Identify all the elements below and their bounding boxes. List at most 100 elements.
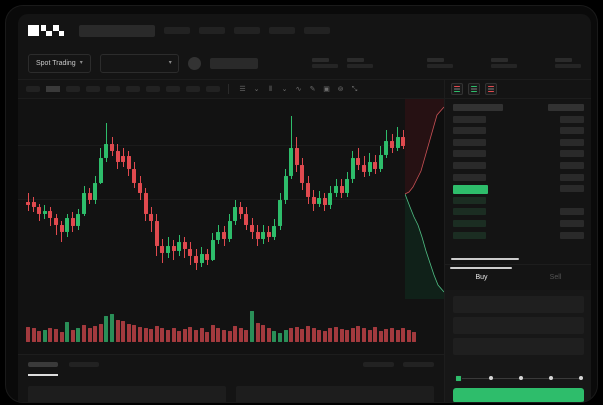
order-book-row[interactable] bbox=[560, 220, 584, 227]
order-book-row[interactable] bbox=[560, 231, 584, 239]
nav-item-derivatives[interactable] bbox=[234, 27, 260, 34]
orders-card-2 bbox=[236, 386, 434, 402]
order-book-rows[interactable] bbox=[445, 99, 591, 264]
order-book-row[interactable] bbox=[453, 208, 486, 216]
submit-order-button[interactable] bbox=[453, 388, 584, 402]
order-book-row[interactable] bbox=[453, 220, 486, 227]
slider-handle[interactable] bbox=[455, 374, 462, 382]
order-book-row[interactable] bbox=[548, 104, 584, 111]
order-book-row[interactable] bbox=[560, 162, 584, 169]
candle bbox=[401, 99, 406, 294]
timeframe-option-9[interactable] bbox=[186, 86, 200, 92]
order-type-field[interactable] bbox=[453, 296, 584, 313]
order-book-row[interactable] bbox=[453, 196, 486, 204]
candle bbox=[70, 99, 75, 294]
order-book-row[interactable] bbox=[453, 150, 486, 158]
order-book-row[interactable] bbox=[560, 150, 584, 158]
order-book-row[interactable] bbox=[560, 173, 584, 181]
order-book-row[interactable] bbox=[453, 127, 486, 135]
volume-bar bbox=[311, 327, 316, 342]
search-input[interactable] bbox=[79, 24, 155, 37]
volume-bar bbox=[322, 331, 327, 342]
order-book-row[interactable] bbox=[560, 138, 584, 146]
order-book-best-price-row[interactable] bbox=[453, 185, 488, 195]
order-book-row[interactable] bbox=[453, 173, 486, 181]
trading-mode-dropdown[interactable]: Spot Trading ▾ bbox=[28, 53, 91, 73]
pair-select-dropdown[interactable]: ▾ bbox=[99, 53, 179, 73]
nav-item-markets[interactable] bbox=[164, 27, 190, 34]
timeframe-option-2[interactable] bbox=[46, 86, 60, 92]
fullscreen-icon[interactable]: ⤡ bbox=[351, 85, 358, 93]
order-book-row[interactable] bbox=[560, 127, 584, 135]
chart-tool-list: ☰ ⌄ ⦀ ⌄ ∿ ✎ ▣ ⊚ ⤡ bbox=[237, 84, 360, 95]
amount-slider[interactable] bbox=[455, 373, 583, 383]
order-book-row[interactable] bbox=[560, 208, 584, 216]
settings-chevron-icon[interactable]: ⌄ bbox=[281, 85, 288, 93]
timeframe-option-7[interactable] bbox=[146, 86, 160, 92]
indicators-icon[interactable]: ☰ bbox=[239, 85, 246, 93]
chevron-down-icon: ▾ bbox=[79, 60, 83, 66]
volume-bar bbox=[373, 326, 378, 342]
order-book-row[interactable] bbox=[453, 231, 486, 239]
candle bbox=[266, 99, 271, 294]
timeframe-option-5[interactable] bbox=[106, 86, 120, 92]
orders-action-1[interactable] bbox=[363, 362, 394, 367]
candle bbox=[367, 99, 372, 294]
orderbook-mode-both-icon[interactable] bbox=[451, 83, 463, 95]
timeframe-option-1[interactable] bbox=[26, 86, 40, 92]
okx-logo-icon[interactable] bbox=[28, 25, 64, 36]
market-stat-3 bbox=[427, 57, 453, 69]
order-book-row[interactable] bbox=[453, 138, 486, 146]
order-book-row[interactable] bbox=[560, 115, 584, 123]
magnet-icon[interactable]: ⊚ bbox=[337, 85, 344, 93]
candle bbox=[289, 99, 294, 294]
tab-buy[interactable]: Buy bbox=[475, 274, 488, 281]
orderbook-mode-bids-icon[interactable] bbox=[468, 83, 480, 95]
compare-icon[interactable]: ⦀ bbox=[268, 85, 273, 93]
slider-step-50[interactable] bbox=[519, 376, 523, 380]
candle bbox=[250, 99, 254, 294]
volume-bar bbox=[138, 326, 142, 342]
order-book-scrollbar[interactable] bbox=[451, 258, 519, 260]
slider-step-100[interactable] bbox=[579, 376, 583, 380]
amount-field[interactable] bbox=[453, 338, 584, 355]
volume-bar bbox=[93, 326, 98, 342]
line-tool-icon[interactable]: ∿ bbox=[295, 85, 302, 93]
timeframe-option-3[interactable] bbox=[66, 86, 80, 92]
orderbook-mode-asks-icon[interactable] bbox=[485, 83, 497, 95]
timeframe-option-4[interactable] bbox=[86, 86, 100, 92]
price-chart[interactable] bbox=[18, 99, 444, 354]
volume-bar bbox=[384, 329, 389, 342]
order-book-row[interactable] bbox=[453, 104, 503, 111]
candle bbox=[177, 99, 182, 294]
orders-action-2[interactable] bbox=[403, 362, 434, 367]
nav-item-earn[interactable] bbox=[269, 27, 295, 34]
timeframe-option-10[interactable] bbox=[206, 86, 220, 92]
volume-bar bbox=[132, 325, 137, 342]
pencil-icon[interactable]: ✎ bbox=[309, 85, 316, 93]
slider-step-25[interactable] bbox=[489, 376, 493, 380]
volume-bar bbox=[278, 332, 282, 342]
order-book-row[interactable] bbox=[560, 185, 584, 193]
candle bbox=[356, 99, 361, 294]
order-book-row[interactable] bbox=[453, 162, 486, 169]
volume-bar bbox=[334, 326, 338, 342]
camera-icon[interactable]: ▣ bbox=[323, 85, 330, 93]
orders-tab-open[interactable] bbox=[28, 362, 58, 367]
timeframe-option-6[interactable] bbox=[126, 86, 140, 92]
volume-bar bbox=[328, 328, 333, 342]
chart-type-chevron-icon[interactable]: ⌄ bbox=[253, 85, 260, 93]
nav-item-more[interactable] bbox=[304, 27, 330, 34]
volume-bar bbox=[222, 329, 226, 342]
slider-step-75[interactable] bbox=[549, 376, 553, 380]
candle bbox=[115, 99, 120, 294]
tab-sell[interactable]: Sell bbox=[549, 274, 562, 281]
market-stat-4 bbox=[491, 57, 517, 69]
volume-bar bbox=[87, 327, 92, 342]
orders-tab-history[interactable] bbox=[69, 362, 99, 367]
nav-item-trade[interactable] bbox=[199, 27, 225, 34]
volume-bar bbox=[54, 329, 58, 342]
order-book-row[interactable] bbox=[453, 115, 486, 123]
price-field[interactable] bbox=[453, 317, 584, 334]
timeframe-option-8[interactable] bbox=[166, 86, 180, 92]
